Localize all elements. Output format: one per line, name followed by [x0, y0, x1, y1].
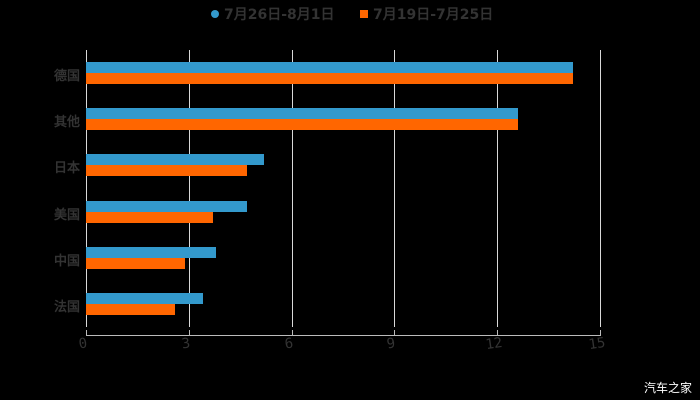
- gridline: [86, 50, 87, 327]
- axis-tick: [188, 330, 190, 336]
- axis-tick: [600, 330, 601, 336]
- x-tick-label: 15: [587, 334, 607, 354]
- category-label: 美国: [53, 207, 80, 223]
- bar[interactable]: [86, 211, 213, 223]
- bar[interactable]: [86, 293, 203, 304]
- bar[interactable]: [86, 154, 265, 166]
- axis-tick: [291, 330, 293, 336]
- category-label: 日本: [53, 161, 80, 177]
- gridline: [600, 50, 601, 327]
- bar[interactable]: [86, 304, 176, 315]
- bar[interactable]: [86, 73, 573, 84]
- x-tick-label: 0: [77, 335, 89, 353]
- bar[interactable]: [86, 200, 248, 212]
- bar[interactable]: [86, 108, 518, 120]
- x-tick-label: 6: [283, 335, 294, 353]
- square-marker-icon: [360, 10, 368, 18]
- gridline: [394, 50, 396, 327]
- axis-tick: [86, 330, 87, 336]
- gridline: [188, 50, 190, 327]
- category-label: 德国: [53, 69, 80, 84]
- legend-item-series-1[interactable]: 7月26日-8月1日: [211, 4, 335, 24]
- x-tick-label: 12: [484, 334, 504, 354]
- category-label: 法国: [53, 300, 80, 315]
- legend-label: 7月19日-7月25日: [373, 7, 494, 23]
- bar[interactable]: [86, 62, 573, 73]
- circle-marker-icon: [211, 10, 219, 18]
- x-axis: [86, 335, 601, 336]
- legend-item-series-2[interactable]: 7月19日-7月25日: [360, 4, 493, 24]
- gridline: [291, 50, 293, 327]
- axis-tick: [497, 330, 499, 336]
- gridline: [497, 50, 499, 327]
- watermark: 汽车之家: [643, 381, 692, 395]
- axis-tick: [394, 330, 396, 336]
- legend: 7月26日-8月1日 7月19日-7月25日: [0, 4, 700, 24]
- category-label: 其他: [53, 115, 80, 131]
- bar[interactable]: [86, 119, 518, 131]
- bar[interactable]: [86, 246, 217, 258]
- x-tick-label: 3: [180, 335, 192, 353]
- x-tick-label: 9: [386, 335, 397, 353]
- legend-label: 7月26日-8月1日: [224, 7, 335, 23]
- bar[interactable]: [86, 165, 248, 177]
- bar[interactable]: [86, 257, 186, 269]
- category-label: 中国: [53, 253, 80, 269]
